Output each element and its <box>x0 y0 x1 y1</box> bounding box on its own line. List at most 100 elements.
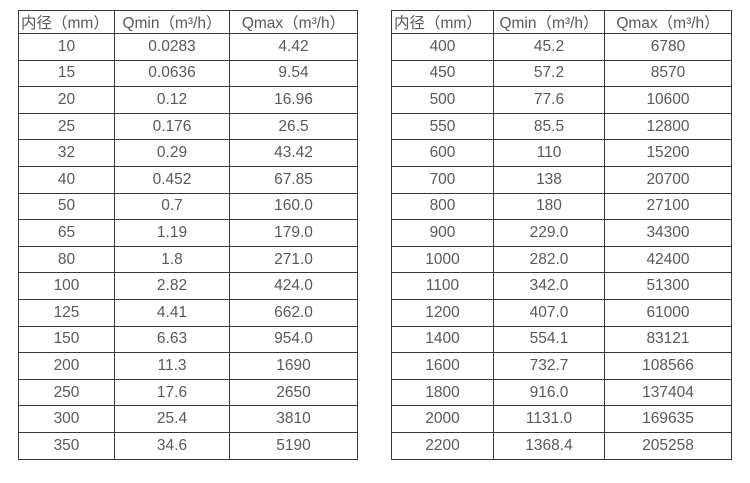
column-header: Qmin（m³/h） <box>493 10 605 34</box>
table-cell: 16.96 <box>229 86 358 114</box>
table-row: 2000 1131.0 169635 <box>391 405 732 433</box>
table-cell: 2000 <box>391 405 494 433</box>
table-cell: 20 <box>18 86 115 114</box>
table-cell: 6780 <box>604 33 732 61</box>
table-cell: 108566 <box>604 352 732 380</box>
flow-table-small-diameters: 内径（mm） Qmin（m³/h） Qmax（m³/h） 10 0.0283 4.42 1… <box>18 10 358 460</box>
table-cell: 407.0 <box>493 298 605 327</box>
header-row: 内径（mm） Qmin（m³/h） Qmax（m³/h） <box>391 10 732 34</box>
table-row: 500 77.6 10600 <box>391 86 732 114</box>
table-cell: 0.29 <box>114 139 230 167</box>
table-cell: 4.42 <box>229 33 358 61</box>
table-cell: 300 <box>18 405 115 433</box>
table-cell: 1600 <box>391 352 494 380</box>
table-cell: 8570 <box>604 59 732 88</box>
table-cell: 1690 <box>229 352 358 380</box>
table-cell: 732.7 <box>493 352 605 380</box>
flow-table-large-diameters: 内径（mm） Qmin（m³/h） Qmax（m³/h） 400 45.2 6780 45… <box>391 10 732 460</box>
table-cell: 450 <box>391 59 494 88</box>
table-cell: 1368.4 <box>493 431 605 460</box>
table-cell: 1.19 <box>114 219 230 247</box>
table-row: 900 229.0 34300 <box>391 219 732 247</box>
table-cell: 150 <box>18 325 115 354</box>
table-row: 450 57.2 8570 <box>391 59 732 88</box>
table-cell: 50 <box>18 192 115 221</box>
table-row: 700 138 20700 <box>391 165 732 194</box>
table-cell: 40 <box>18 165 115 194</box>
table-row: 15 0.0636 9.54 <box>18 59 358 88</box>
table-row: 32 0.29 43.42 <box>18 139 358 167</box>
table-cell: 900 <box>391 219 494 247</box>
table-cell: 0.452 <box>114 165 230 194</box>
table-row: 1000 282.0 42400 <box>391 245 732 274</box>
table-cell: 954.0 <box>229 325 358 354</box>
table-cell: 9.54 <box>229 59 358 88</box>
table-cell: 916.0 <box>493 378 605 407</box>
table-cell: 179.0 <box>229 219 358 247</box>
table-cell: 800 <box>391 192 494 221</box>
table-cell: 15 <box>18 59 115 88</box>
table-cell: 25.4 <box>114 405 230 433</box>
table-row: 20 0.12 16.96 <box>18 86 358 114</box>
table-cell: 27100 <box>604 192 732 221</box>
table-cell: 1100 <box>391 272 494 300</box>
table-cell: 6.63 <box>114 325 230 354</box>
table-row: 1200 407.0 61000 <box>391 298 732 327</box>
table-cell: 20700 <box>604 165 732 194</box>
table-cell: 662.0 <box>229 298 358 327</box>
table-cell: 0.12 <box>114 86 230 114</box>
table-row: 800 180 27100 <box>391 192 732 221</box>
table-header: 内径（mm） Qmin（m³/h） Qmax（m³/h） <box>391 10 732 34</box>
table-cell: 180 <box>493 192 605 221</box>
table-cell: 45.2 <box>493 33 605 61</box>
table-cell: 137404 <box>604 378 732 407</box>
table-cell: 5190 <box>229 431 358 460</box>
table-cell: 51300 <box>604 272 732 300</box>
table-cell: 34300 <box>604 219 732 247</box>
table-row: 10 0.0283 4.42 <box>18 33 358 61</box>
table-cell: 1131.0 <box>493 405 605 433</box>
table-cell: 169635 <box>604 405 732 433</box>
table-row: 1100 342.0 51300 <box>391 272 732 300</box>
table-cell: 424.0 <box>229 272 358 300</box>
table-row: 1800 916.0 137404 <box>391 378 732 407</box>
table-row: 200 11.3 1690 <box>18 352 358 380</box>
table-cell: 550 <box>391 112 494 141</box>
table-cell: 32 <box>18 139 115 167</box>
column-header: 内径（mm） <box>18 10 115 34</box>
table-header: 内径（mm） Qmin（m³/h） Qmax（m³/h） <box>18 10 358 34</box>
table-cell: 400 <box>391 33 494 61</box>
table-cell: 350 <box>18 431 115 460</box>
table-row: 25 0.176 26.5 <box>18 112 358 141</box>
table-row: 65 1.19 179.0 <box>18 219 358 247</box>
table-cell: 65 <box>18 219 115 247</box>
table-row: 350 34.6 5190 <box>18 431 358 460</box>
table-row: 40 0.452 67.85 <box>18 165 358 194</box>
table-row: 50 0.7 160.0 <box>18 192 358 221</box>
table-cell: 700 <box>391 165 494 194</box>
table-cell: 43.42 <box>229 139 358 167</box>
header-row: 内径（mm） Qmin（m³/h） Qmax（m³/h） <box>18 10 358 34</box>
table-cell: 2650 <box>229 378 358 407</box>
table-cell: 1.8 <box>114 245 230 274</box>
table-cell: 10 <box>18 33 115 61</box>
table-cell: 61000 <box>604 298 732 327</box>
table-cell: 200 <box>18 352 115 380</box>
table-cell: 250 <box>18 378 115 407</box>
table-cell: 25 <box>18 112 115 141</box>
table-cell: 138 <box>493 165 605 194</box>
table-cell: 554.1 <box>493 325 605 354</box>
column-header: 内径（mm） <box>391 10 494 34</box>
column-header: Qmin（m³/h） <box>114 10 230 34</box>
table-row: 400 45.2 6780 <box>391 33 732 61</box>
table-cell: 100 <box>18 272 115 300</box>
table-cell: 125 <box>18 298 115 327</box>
table-row: 125 4.41 662.0 <box>18 298 358 327</box>
column-header: Qmax（m³/h） <box>604 10 732 34</box>
table-cell: 83121 <box>604 325 732 354</box>
column-header: Qmax（m³/h） <box>229 10 358 34</box>
table-cell: 3810 <box>229 405 358 433</box>
table-body: 400 45.2 6780 450 57.2 8570 500 77.6 10600 550 85.… <box>391 33 732 460</box>
table-body: 10 0.0283 4.42 15 0.0636 9.54 20 0.12 16.96 25 0.1… <box>18 33 358 460</box>
